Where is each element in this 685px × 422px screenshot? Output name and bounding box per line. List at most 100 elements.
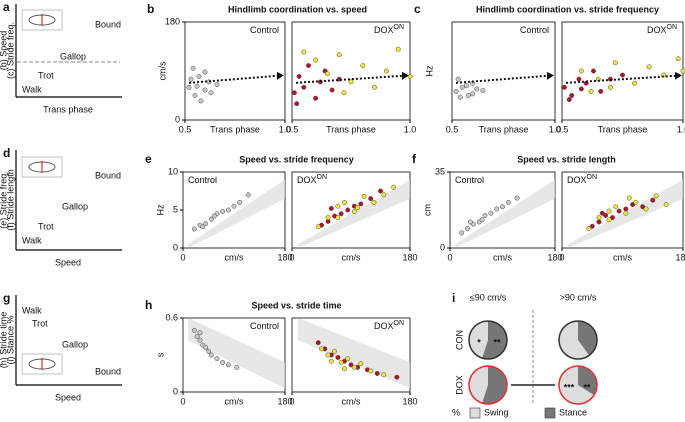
point — [494, 206, 500, 212]
gait-label: Trot — [38, 70, 54, 80]
point — [566, 97, 572, 103]
label-sup: ON — [667, 24, 678, 31]
legend-unit: % — [452, 407, 460, 417]
x-tick-label: 180 — [277, 396, 292, 406]
point — [383, 68, 389, 74]
panel-title: Hindlimb coordination vs. speed — [228, 4, 367, 14]
point — [332, 348, 338, 354]
point — [338, 359, 344, 365]
point — [613, 204, 619, 210]
point — [374, 371, 380, 376]
panel-label: DOXON — [647, 24, 677, 36]
point — [596, 215, 602, 221]
plot-frame — [449, 171, 556, 249]
point — [623, 210, 629, 216]
point — [348, 79, 354, 85]
point — [640, 204, 646, 210]
label-sup: ON — [394, 320, 405, 327]
point — [620, 72, 625, 78]
label-text: Control — [250, 321, 279, 331]
x-tick-label: 0 — [289, 396, 294, 406]
label-sup: ON — [587, 174, 598, 181]
legend-label: Swing — [484, 407, 509, 417]
point — [245, 192, 251, 198]
column-header: >90 cm/s — [560, 292, 597, 302]
x-tick-label: 1.0 — [549, 124, 562, 134]
trend-arrow — [277, 71, 284, 80]
y-tick-label: 0.6 — [165, 312, 178, 322]
point — [234, 364, 240, 370]
x-tick-label: 1.0 — [677, 124, 685, 134]
point — [197, 337, 203, 343]
point — [372, 84, 378, 90]
axis-label: Trans phase — [479, 124, 529, 134]
label-text: DOX — [374, 321, 394, 331]
point — [394, 374, 400, 380]
x-tick-label: 0 — [559, 252, 564, 262]
point — [368, 196, 374, 202]
point — [341, 366, 347, 372]
significance: *** — [564, 382, 575, 392]
pie-slice — [578, 321, 597, 356]
label-sup: ON — [394, 24, 405, 31]
point — [459, 230, 465, 236]
gait-label: Trot — [32, 318, 48, 328]
point — [341, 199, 347, 205]
label-text: Control — [188, 175, 217, 185]
point — [214, 356, 220, 362]
point — [470, 91, 476, 97]
axis-label: Speed — [55, 257, 81, 267]
panel-letter: e — [145, 152, 152, 166]
axis-label: Trans phase — [43, 104, 93, 114]
y-tick-label: 0 — [440, 242, 445, 252]
point — [341, 90, 347, 96]
gait-label: Bound — [95, 19, 121, 29]
panel-title: Speed vs. stride length — [517, 154, 616, 164]
point — [306, 63, 311, 69]
point — [203, 221, 209, 227]
confidence-band — [188, 179, 285, 248]
mouse-icon — [21, 353, 63, 375]
point — [488, 210, 494, 216]
point — [381, 192, 387, 198]
plot-frame — [184, 21, 286, 121]
point — [633, 199, 639, 205]
gait-label: Walk — [22, 235, 42, 245]
point — [569, 93, 575, 98]
panel-letter: c — [414, 2, 421, 16]
point — [225, 362, 231, 368]
axis-label: (c) Stride freq. — [5, 22, 15, 79]
label-text: Control — [520, 25, 549, 35]
point — [345, 207, 351, 213]
plot-frame — [182, 171, 286, 249]
label-text: DOX — [374, 25, 394, 35]
point — [500, 204, 505, 210]
point — [599, 210, 605, 216]
axis-label: (i) Stance % — [5, 315, 15, 364]
point — [482, 212, 488, 218]
point — [607, 84, 613, 90]
point — [463, 83, 469, 89]
x-tick-label: 180 — [402, 252, 417, 262]
point — [467, 219, 473, 225]
pie-slice — [482, 366, 508, 405]
point — [294, 101, 300, 107]
point — [505, 199, 511, 205]
axis-label: (e) Stride freq. — [0, 171, 8, 229]
point — [361, 193, 367, 199]
x-tick-label: 0.5 — [556, 124, 569, 134]
point — [296, 73, 302, 79]
legend-swatch — [544, 407, 556, 419]
x-tick-label: 180 — [547, 252, 562, 262]
point — [457, 94, 463, 100]
point — [466, 93, 471, 98]
gait-label: Gallop — [60, 51, 86, 61]
mouse-icon — [21, 156, 63, 178]
significance: ** — [493, 337, 501, 347]
point — [646, 64, 652, 70]
gait-label: Gallop — [62, 339, 88, 349]
point — [313, 57, 319, 63]
gait-label: Bound — [95, 366, 121, 376]
point — [335, 215, 341, 221]
point — [576, 76, 582, 82]
